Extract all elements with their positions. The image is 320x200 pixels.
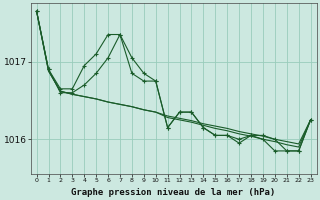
X-axis label: Graphe pression niveau de la mer (hPa): Graphe pression niveau de la mer (hPa) [71, 188, 276, 197]
